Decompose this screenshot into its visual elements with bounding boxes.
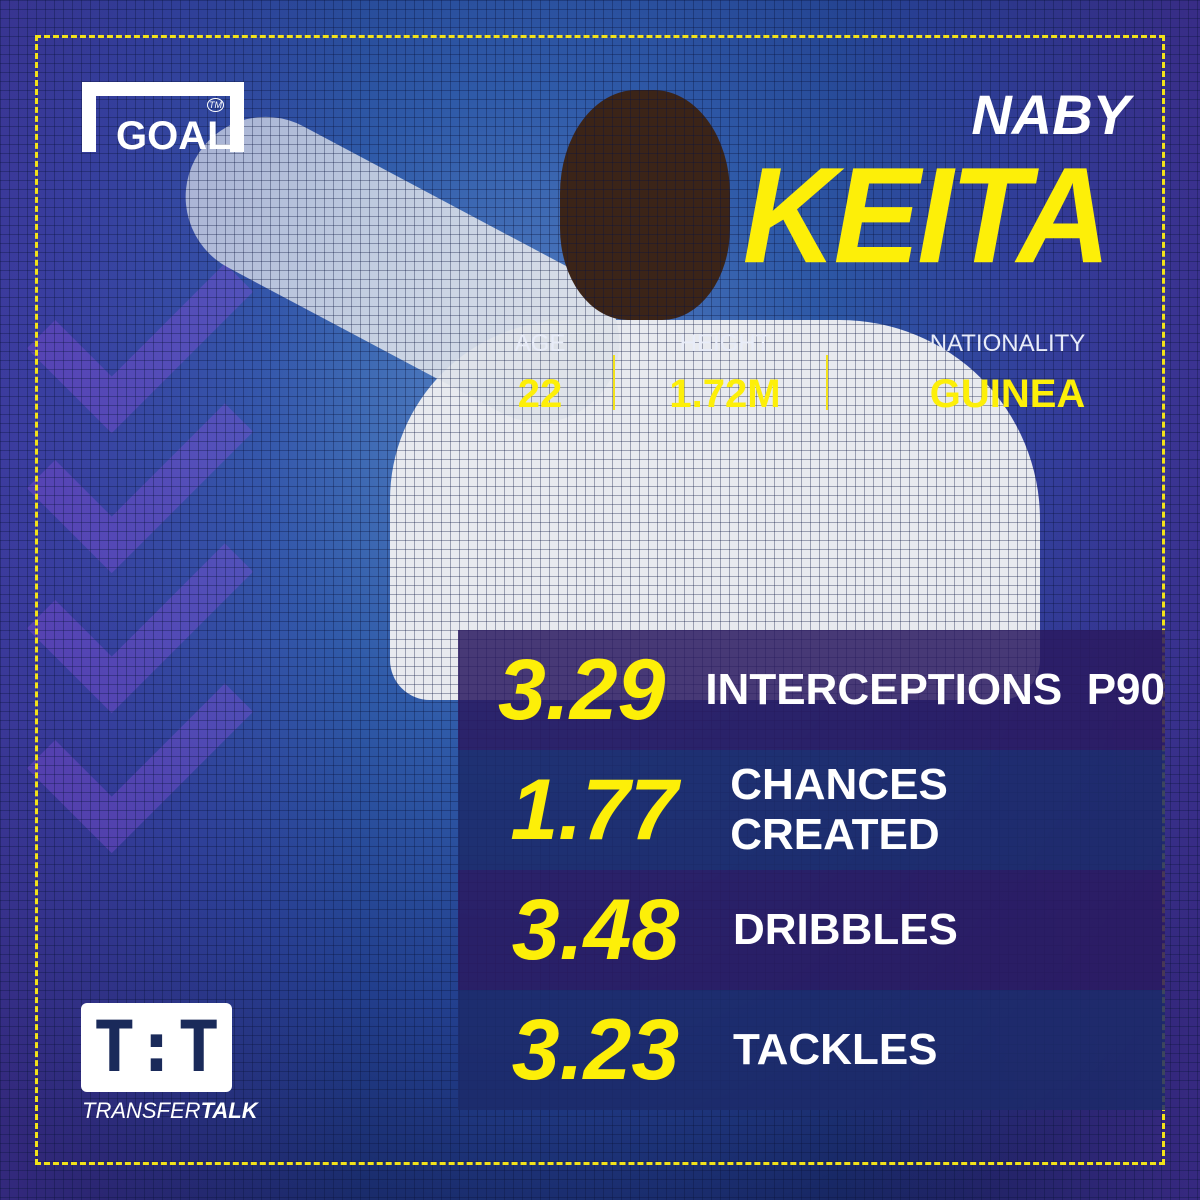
divider [826,355,828,410]
stat-row: 1.77 CHANCES CREATED [458,750,1165,870]
info-nationality: NATIONALITY GUINEA [929,330,1086,416]
stat-row: 3.23 TACKLES [458,990,1165,1110]
player-photo-head [560,90,730,320]
stat-row: 3.29 INTERCEPTIONS P90 [458,630,1165,750]
transfertalk-wordmark: TRANSFERTALK [82,1098,258,1123]
dashed-border [35,35,1165,1165]
player-last-name: KEITA [742,138,1111,292]
info-height: HEIGHT 1.72M [669,330,781,416]
player-first-name: NABY [971,83,1130,146]
info-age: AGE 22 [514,330,566,416]
trademark-icon: TM [207,98,224,112]
divider [613,355,615,410]
goal-logo: GOAL TM [82,82,244,158]
stat-row: 3.48 DRIBBLES [458,870,1165,990]
transfertalk-logo: T:T [81,1003,232,1092]
